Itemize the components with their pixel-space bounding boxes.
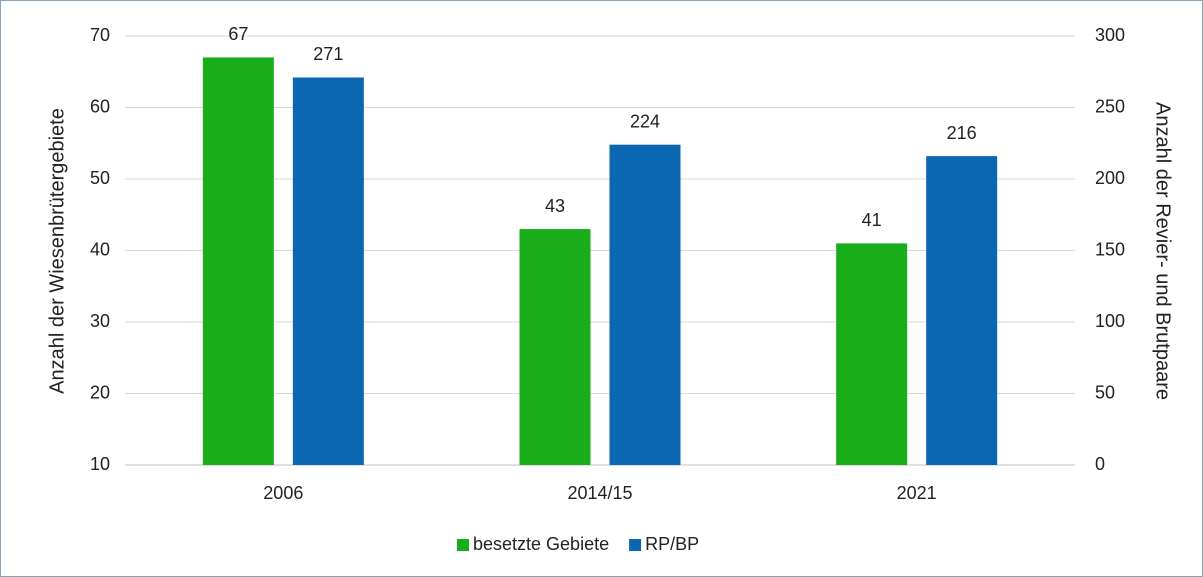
data-label: 216: [947, 123, 977, 143]
bar: [519, 229, 591, 465]
y-axis-label: Anzahl der Wiesenbrütergebiete: [46, 108, 68, 394]
bar: [292, 77, 364, 465]
y2-tick-label: 100: [1095, 311, 1125, 331]
x-tick-label: 2006: [263, 483, 303, 503]
y-tick-label: 70: [90, 25, 110, 45]
data-label: 43: [545, 196, 565, 216]
legend-label: besetzte Gebiete: [473, 534, 609, 554]
legend-swatch: [457, 539, 469, 551]
y-tick-label: 40: [90, 239, 110, 259]
y2-axis-label: Anzahl der Revier- und Brutpaare: [1152, 102, 1174, 400]
data-label: 67: [228, 24, 248, 44]
bar: [202, 57, 274, 465]
legend-swatch: [629, 539, 642, 551]
y-tick-label: 60: [90, 96, 110, 116]
x-tick-label: 2021: [897, 483, 937, 503]
y2-tick-label: 0: [1095, 454, 1105, 474]
y-tick-label: 50: [90, 168, 110, 188]
data-label: 271: [313, 44, 343, 64]
y-tick-label: 30: [90, 311, 110, 331]
y2-tick-label: 50: [1095, 382, 1115, 402]
y2-tick-label: 150: [1095, 239, 1125, 259]
y2-tick-label: 250: [1095, 96, 1125, 116]
bar: [609, 144, 681, 465]
data-label: 41: [862, 210, 882, 230]
legend-label: RP/BP: [645, 534, 699, 554]
x-tick-label: 2014/15: [567, 483, 632, 503]
y2-tick-label: 200: [1095, 168, 1125, 188]
bar: [836, 243, 908, 465]
y-tick-label: 20: [90, 382, 110, 402]
data-label: 224: [630, 111, 660, 131]
y2-tick-label: 300: [1095, 25, 1125, 45]
y-tick-label: 10: [90, 454, 110, 474]
bar: [926, 156, 998, 465]
